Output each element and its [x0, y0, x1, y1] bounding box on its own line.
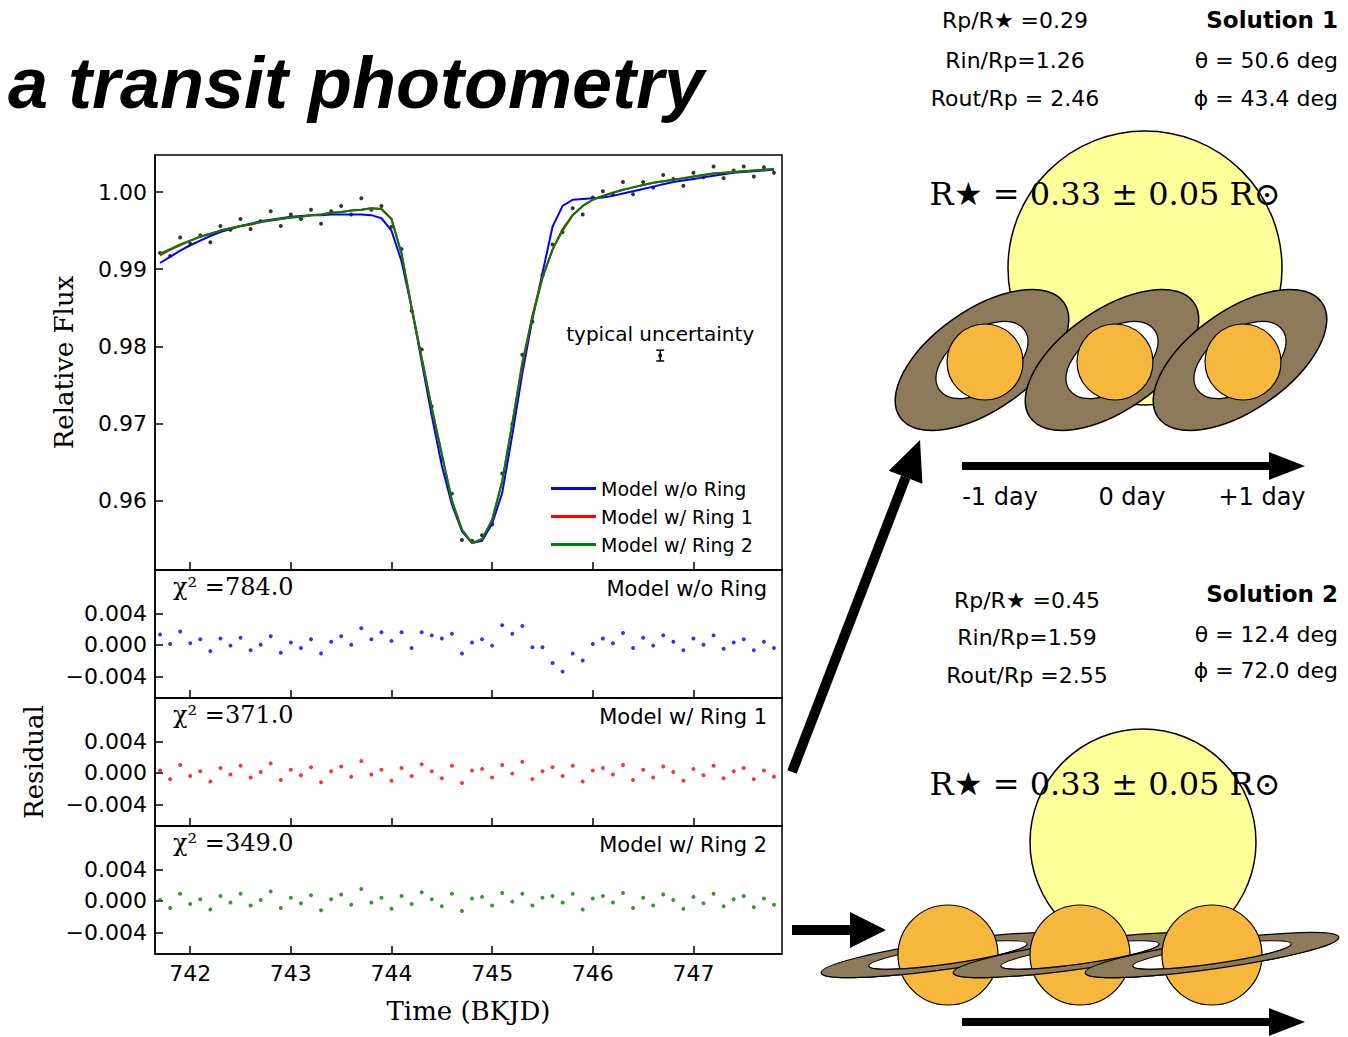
svg-text:Residual: Residual: [19, 705, 49, 819]
svg-text:744: 744: [371, 961, 413, 986]
svg-text:Model w/ Ring 1: Model w/ Ring 1: [601, 506, 753, 528]
svg-text:Rp/R★ =0.45: Rp/R★ =0.45: [954, 588, 1100, 613]
svg-text:743: 743: [270, 961, 312, 986]
svg-text:Model w/o Ring: Model w/o Ring: [606, 577, 767, 601]
svg-text:R★ = 0.33 ± 0.05 R⊙: R★ = 0.33 ± 0.05 R⊙: [930, 175, 1281, 213]
svg-text:χ² =371.0: χ² =371.0: [173, 701, 294, 729]
svg-text:ϕ = 43.4 deg: ϕ = 43.4 deg: [1194, 86, 1338, 111]
svg-text:−0.004: −0.004: [66, 664, 147, 689]
svg-text:Model w/ Ring 2: Model w/ Ring 2: [601, 534, 753, 556]
svg-text:Model w/ Ring 2: Model w/ Ring 2: [599, 833, 767, 857]
svg-text:Relative Flux: Relative Flux: [49, 275, 79, 449]
svg-text:747: 747: [672, 961, 714, 986]
svg-text:1.00: 1.00: [98, 180, 147, 205]
svg-text:Rin/Rp=1.26: Rin/Rp=1.26: [945, 48, 1084, 73]
svg-text:−0.004: −0.004: [66, 920, 147, 945]
svg-text:746: 746: [572, 961, 614, 986]
svg-text:0 day: 0 day: [1098, 483, 1165, 511]
svg-text:Rp/R★ =0.29: Rp/R★ =0.29: [942, 8, 1088, 33]
svg-text:0.004: 0.004: [84, 857, 147, 882]
svg-text:θ = 50.6 deg: θ = 50.6 deg: [1195, 48, 1338, 73]
svg-text:Time (BKJD): Time (BKJD): [386, 996, 550, 1026]
svg-text:θ = 12.4 deg: θ = 12.4 deg: [1195, 622, 1338, 647]
svg-text:Solution 1: Solution 1: [1206, 7, 1338, 33]
svg-text:R★ = 0.33 ± 0.05 R⊙: R★ = 0.33 ± 0.05 R⊙: [930, 765, 1281, 803]
html-text:a transit photometry: a transit photometry: [8, 43, 705, 123]
svg-text:0.004: 0.004: [84, 601, 147, 626]
svg-text:χ² =349.0: χ² =349.0: [173, 829, 294, 857]
svg-text:0.000: 0.000: [84, 632, 147, 657]
svg-text:0.004: 0.004: [84, 729, 147, 754]
svg-text:Rout/Rp =2.55: Rout/Rp =2.55: [946, 663, 1107, 688]
svg-text:Model w/ Ring 1: Model w/ Ring 1: [599, 705, 767, 729]
svg-text:742: 742: [169, 961, 211, 986]
svg-text:χ² =784.0: χ² =784.0: [173, 573, 294, 601]
svg-text:Rout/Rp = 2.46: Rout/Rp = 2.46: [931, 86, 1099, 111]
svg-text:0.99: 0.99: [98, 257, 147, 282]
svg-text:-1 day: -1 day: [962, 483, 1038, 511]
svg-text:Rin/Rp=1.59: Rin/Rp=1.59: [957, 625, 1096, 650]
svg-text:typical uncertainty: typical uncertainty: [566, 322, 754, 346]
svg-text:0.98: 0.98: [98, 334, 147, 359]
svg-text:−0.004: −0.004: [66, 792, 147, 817]
svg-text:745: 745: [471, 961, 513, 986]
svg-text:0.000: 0.000: [84, 760, 147, 785]
svg-text:0.97: 0.97: [98, 411, 147, 436]
svg-text:Model w/o Ring: Model w/o Ring: [601, 478, 746, 500]
svg-text:0.000: 0.000: [84, 888, 147, 913]
svg-text:ϕ = 72.0 deg: ϕ = 72.0 deg: [1194, 658, 1338, 683]
svg-text:Solution 2: Solution 2: [1206, 581, 1338, 607]
svg-text:0.96: 0.96: [98, 488, 147, 513]
svg-text:+1 day: +1 day: [1218, 483, 1305, 511]
